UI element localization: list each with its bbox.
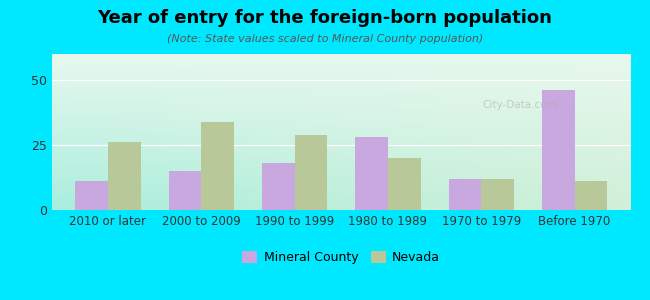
Text: City-Data.com: City-Data.com <box>482 100 558 110</box>
Bar <box>575 182 607 210</box>
Bar <box>388 158 421 210</box>
Bar <box>262 163 294 210</box>
Text: Year of entry for the foreign-born population: Year of entry for the foreign-born popul… <box>98 9 552 27</box>
Bar <box>356 137 388 210</box>
Bar <box>448 179 481 210</box>
Text: (Note: State values scaled to Mineral County population): (Note: State values scaled to Mineral Co… <box>167 34 483 44</box>
Bar <box>168 171 202 210</box>
Bar <box>202 122 234 210</box>
Bar <box>108 142 140 210</box>
Bar <box>481 179 514 210</box>
Bar <box>75 182 108 210</box>
Legend: Mineral County, Nevada: Mineral County, Nevada <box>237 246 445 269</box>
Bar <box>294 135 327 210</box>
Bar <box>542 90 575 210</box>
